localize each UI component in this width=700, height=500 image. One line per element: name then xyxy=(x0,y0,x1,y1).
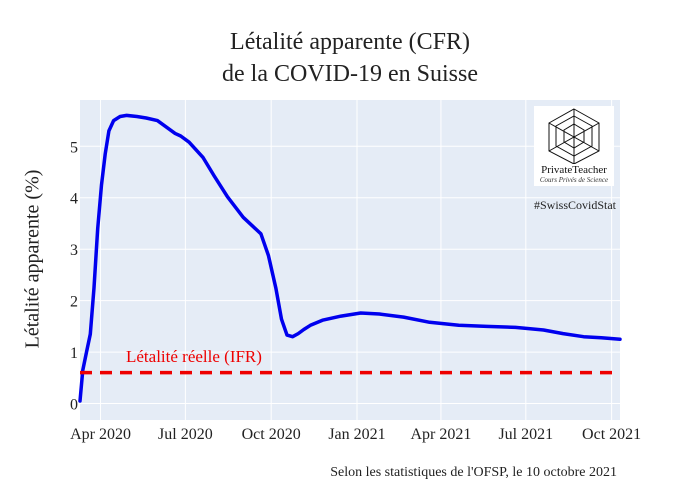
x-tick-label: Oct 2020 xyxy=(242,426,301,443)
y-tick-label: 4 xyxy=(70,191,78,208)
plot-area xyxy=(80,100,620,420)
cube-logo-icon xyxy=(548,108,600,165)
y-tick-labels: 0 1 2 3 4 5 xyxy=(70,139,78,413)
y-tick-label: 1 xyxy=(70,345,78,362)
y-tick-label: 2 xyxy=(70,294,78,311)
hashtag-label: #SwissCovidStat xyxy=(534,198,617,212)
chart-title-line2: de la COVID-19 en Suisse xyxy=(222,61,478,87)
source-note: Selon les statistiques de l'OFSP, le 10 … xyxy=(330,465,617,480)
series-layer xyxy=(78,113,622,403)
chart-title-line1: Létalité apparente (CFR) xyxy=(230,29,470,55)
logo-name: PrivateTeacher xyxy=(541,164,607,176)
logo-tagline: Cours Privés de Science xyxy=(539,176,609,184)
cfr-series-line xyxy=(78,113,622,403)
chart-title: Létalité apparente (CFR) de la COVID-19 … xyxy=(0,26,700,90)
y-tick-label: 3 xyxy=(70,242,78,259)
y-tick-label: 0 xyxy=(70,397,78,414)
x-tick-label: Apr 2021 xyxy=(410,426,471,443)
x-tick-label: Jul 2020 xyxy=(158,426,213,443)
x-tick-label: Jul 2021 xyxy=(498,426,553,443)
x-tick-label: Apr 2020 xyxy=(70,426,131,443)
x-tick-labels: Apr 2020 Jul 2020 Oct 2020 Jan 2021 Apr 2021… xyxy=(70,426,641,443)
x-tick-label: Oct 2021 xyxy=(582,426,641,443)
y-tick-label: 5 xyxy=(70,139,78,156)
ifr-annotation: Létalité réelle (IFR) xyxy=(126,347,262,366)
x-tick-label: Jan 2021 xyxy=(328,426,385,443)
privateteacher-logo: PrivateTeacher Cours Privés de Science xyxy=(534,106,614,186)
